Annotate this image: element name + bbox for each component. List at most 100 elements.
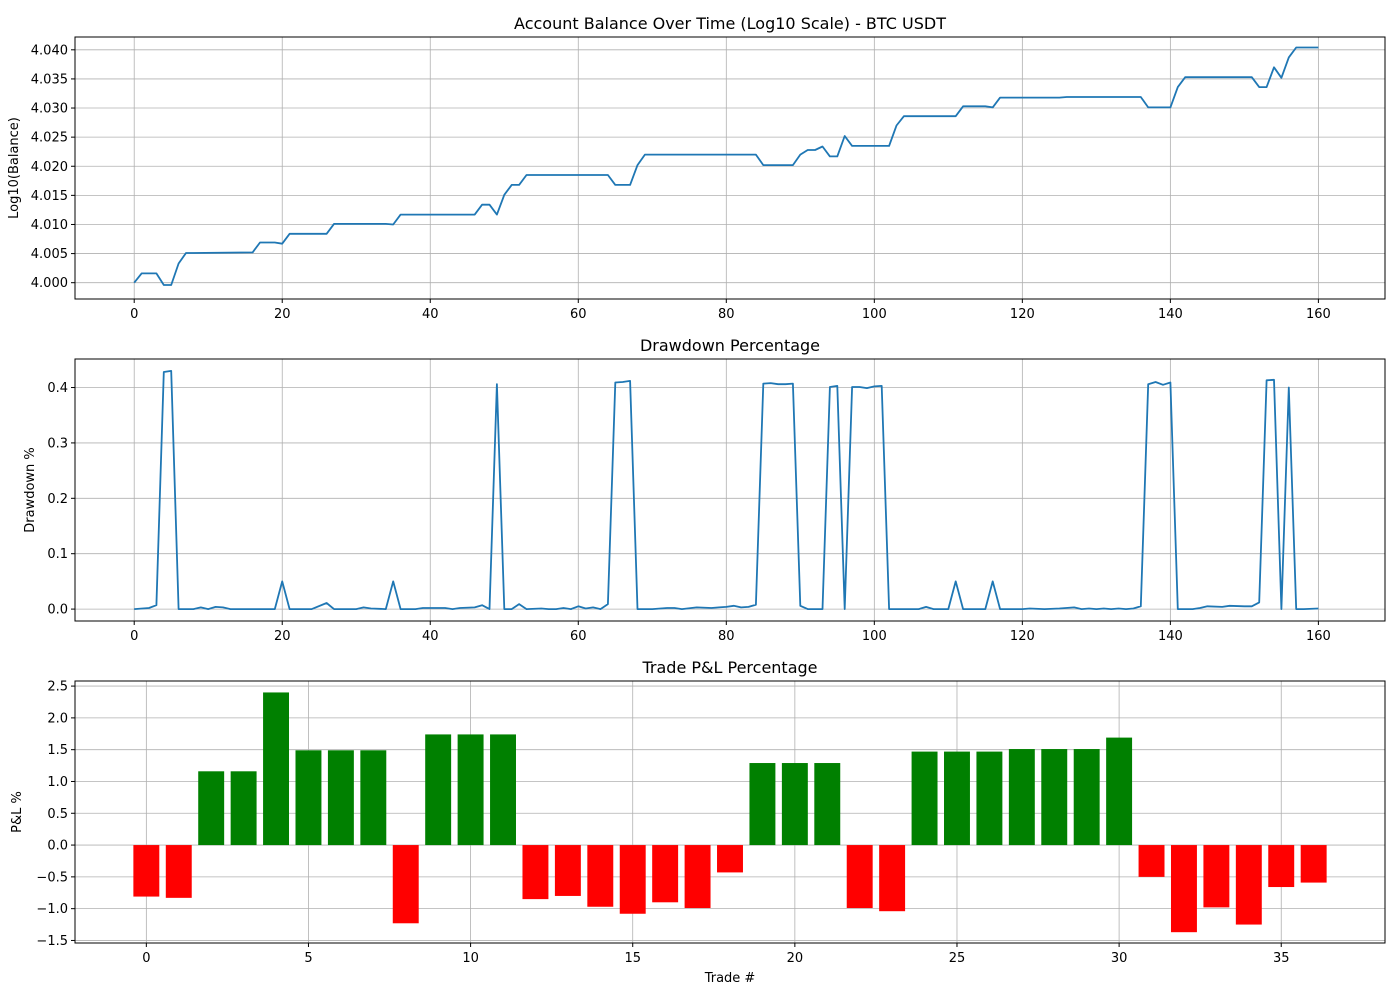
bar-negative (619, 845, 646, 914)
y-tick-label: 2.5 (47, 680, 68, 695)
x-tick-label: 80 (718, 629, 735, 644)
x-tick-label: 35 (1273, 951, 1290, 966)
x-tick-label: 140 (1158, 629, 1183, 644)
y-tick-label: 1.0 (47, 775, 68, 790)
bar-positive (1106, 737, 1133, 846)
bar-positive (295, 750, 322, 846)
x-tick-label: 5 (304, 951, 312, 966)
bar-positive (230, 771, 257, 846)
y-tick-label: 0.3 (47, 436, 68, 451)
bar-positive (1073, 749, 1100, 846)
y-tick-label: −1.5 (36, 934, 68, 949)
bar-negative (587, 845, 614, 907)
bar-negative (1170, 845, 1197, 933)
bar-positive (490, 734, 516, 846)
bar-negative (1203, 845, 1230, 908)
y-tick-label: 0.5 (47, 807, 68, 822)
x-tick-label: 30 (1111, 951, 1128, 966)
bar-positive (749, 763, 776, 846)
chart-title: Drawdown Percentage (640, 336, 820, 355)
y-tick-label: 0.0 (47, 603, 68, 618)
bar-negative (879, 845, 906, 912)
x-tick-label: 0 (130, 307, 138, 322)
bar-negative (392, 845, 419, 924)
y-axis-label: Drawdown % (23, 447, 38, 533)
bar-negative (846, 845, 873, 909)
y-tick-label: 1.5 (47, 743, 68, 758)
balance-chart: Account Balance Over Time (Log10 Scale) … (7, 14, 1386, 322)
x-tick-label: 40 (422, 629, 439, 644)
bar-positive (781, 763, 808, 846)
y-tick-label: 0.1 (47, 547, 68, 562)
bar-positive (198, 771, 225, 846)
x-tick-label: 0 (130, 629, 138, 644)
bar-positive (457, 734, 484, 846)
x-tick-label: 100 (862, 307, 887, 322)
x-tick-label: 20 (274, 629, 291, 644)
bar-negative (1300, 845, 1327, 883)
bar-positive (1008, 749, 1035, 846)
x-tick-label: 100 (862, 629, 887, 644)
y-tick-label: 4.005 (31, 247, 68, 262)
x-tick-label: 160 (1306, 629, 1331, 644)
y-tick-label: 4.020 (31, 160, 68, 175)
y-tick-label: 2.0 (47, 711, 68, 726)
y-tick-label: 4.000 (31, 276, 68, 291)
chart-title: Trade P&L Percentage (641, 658, 817, 677)
series-line (133, 46, 1319, 286)
trade-pnl-chart: Trade P&L Percentage P&L % Trade # 0 5 10 1… (10, 658, 1386, 986)
bar-positive (976, 751, 1003, 846)
bar-negative (652, 845, 679, 903)
series-line (134, 369, 1319, 610)
y-tick-label: 0.2 (47, 492, 68, 507)
x-tick-label: 0 (142, 951, 150, 966)
bar-positive (327, 750, 354, 846)
bar-negative (1235, 845, 1262, 925)
y-tick-label: 0.4 (47, 381, 68, 396)
y-tick-label: 4.040 (31, 43, 68, 58)
y-tick-label: 4.035 (31, 72, 68, 87)
y-tick-label: −1.0 (36, 902, 68, 917)
x-tick-label: 20 (787, 951, 804, 966)
x-tick-label: 120 (1010, 307, 1035, 322)
y-tick-label: 0.0 (47, 839, 68, 854)
x-axis-label: Trade # (704, 971, 756, 986)
bar-negative (522, 845, 549, 900)
bar-positive (1041, 749, 1068, 846)
x-tick-label: 40 (422, 307, 439, 322)
x-tick-label: 15 (624, 951, 641, 966)
bar-negative (717, 845, 743, 873)
x-tick-label: 25 (949, 951, 966, 966)
axes-frame (74, 358, 1386, 622)
y-axis-label: P&L % (10, 791, 25, 833)
axes-frame (74, 36, 1386, 300)
bar-positive (944, 751, 970, 846)
chart-title: Account Balance Over Time (Log10 Scale) … (514, 14, 946, 33)
y-axis-label: Log10(Balance) (7, 117, 22, 219)
bar-negative (1138, 845, 1165, 877)
x-tick-label: 140 (1158, 307, 1183, 322)
bar-positive (814, 763, 841, 846)
bar-negative (133, 845, 160, 897)
bar-negative (165, 845, 192, 898)
bar-positive (360, 750, 387, 846)
drawdown-chart: Drawdown Percentage Drawdown % 0 20 40 60 80… (23, 336, 1386, 644)
x-tick-label: 120 (1010, 629, 1035, 644)
bar-positive (911, 751, 938, 846)
y-tick-label: 4.010 (31, 218, 68, 233)
y-tick-label: 4.015 (31, 189, 68, 204)
x-tick-label: 60 (570, 629, 587, 644)
x-tick-label: 20 (274, 307, 291, 322)
bar-positive (425, 734, 452, 846)
x-tick-label: 10 (462, 951, 479, 966)
y-tick-label: 4.025 (31, 131, 68, 146)
bar-positive (263, 692, 290, 846)
y-tick-label: 4.030 (31, 102, 68, 117)
bar-negative (684, 845, 711, 909)
x-tick-label: 80 (718, 307, 735, 322)
x-tick-label: 160 (1306, 307, 1331, 322)
bar-negative (554, 845, 581, 896)
y-tick-label: −0.5 (36, 870, 68, 885)
x-tick-label: 60 (570, 307, 587, 322)
